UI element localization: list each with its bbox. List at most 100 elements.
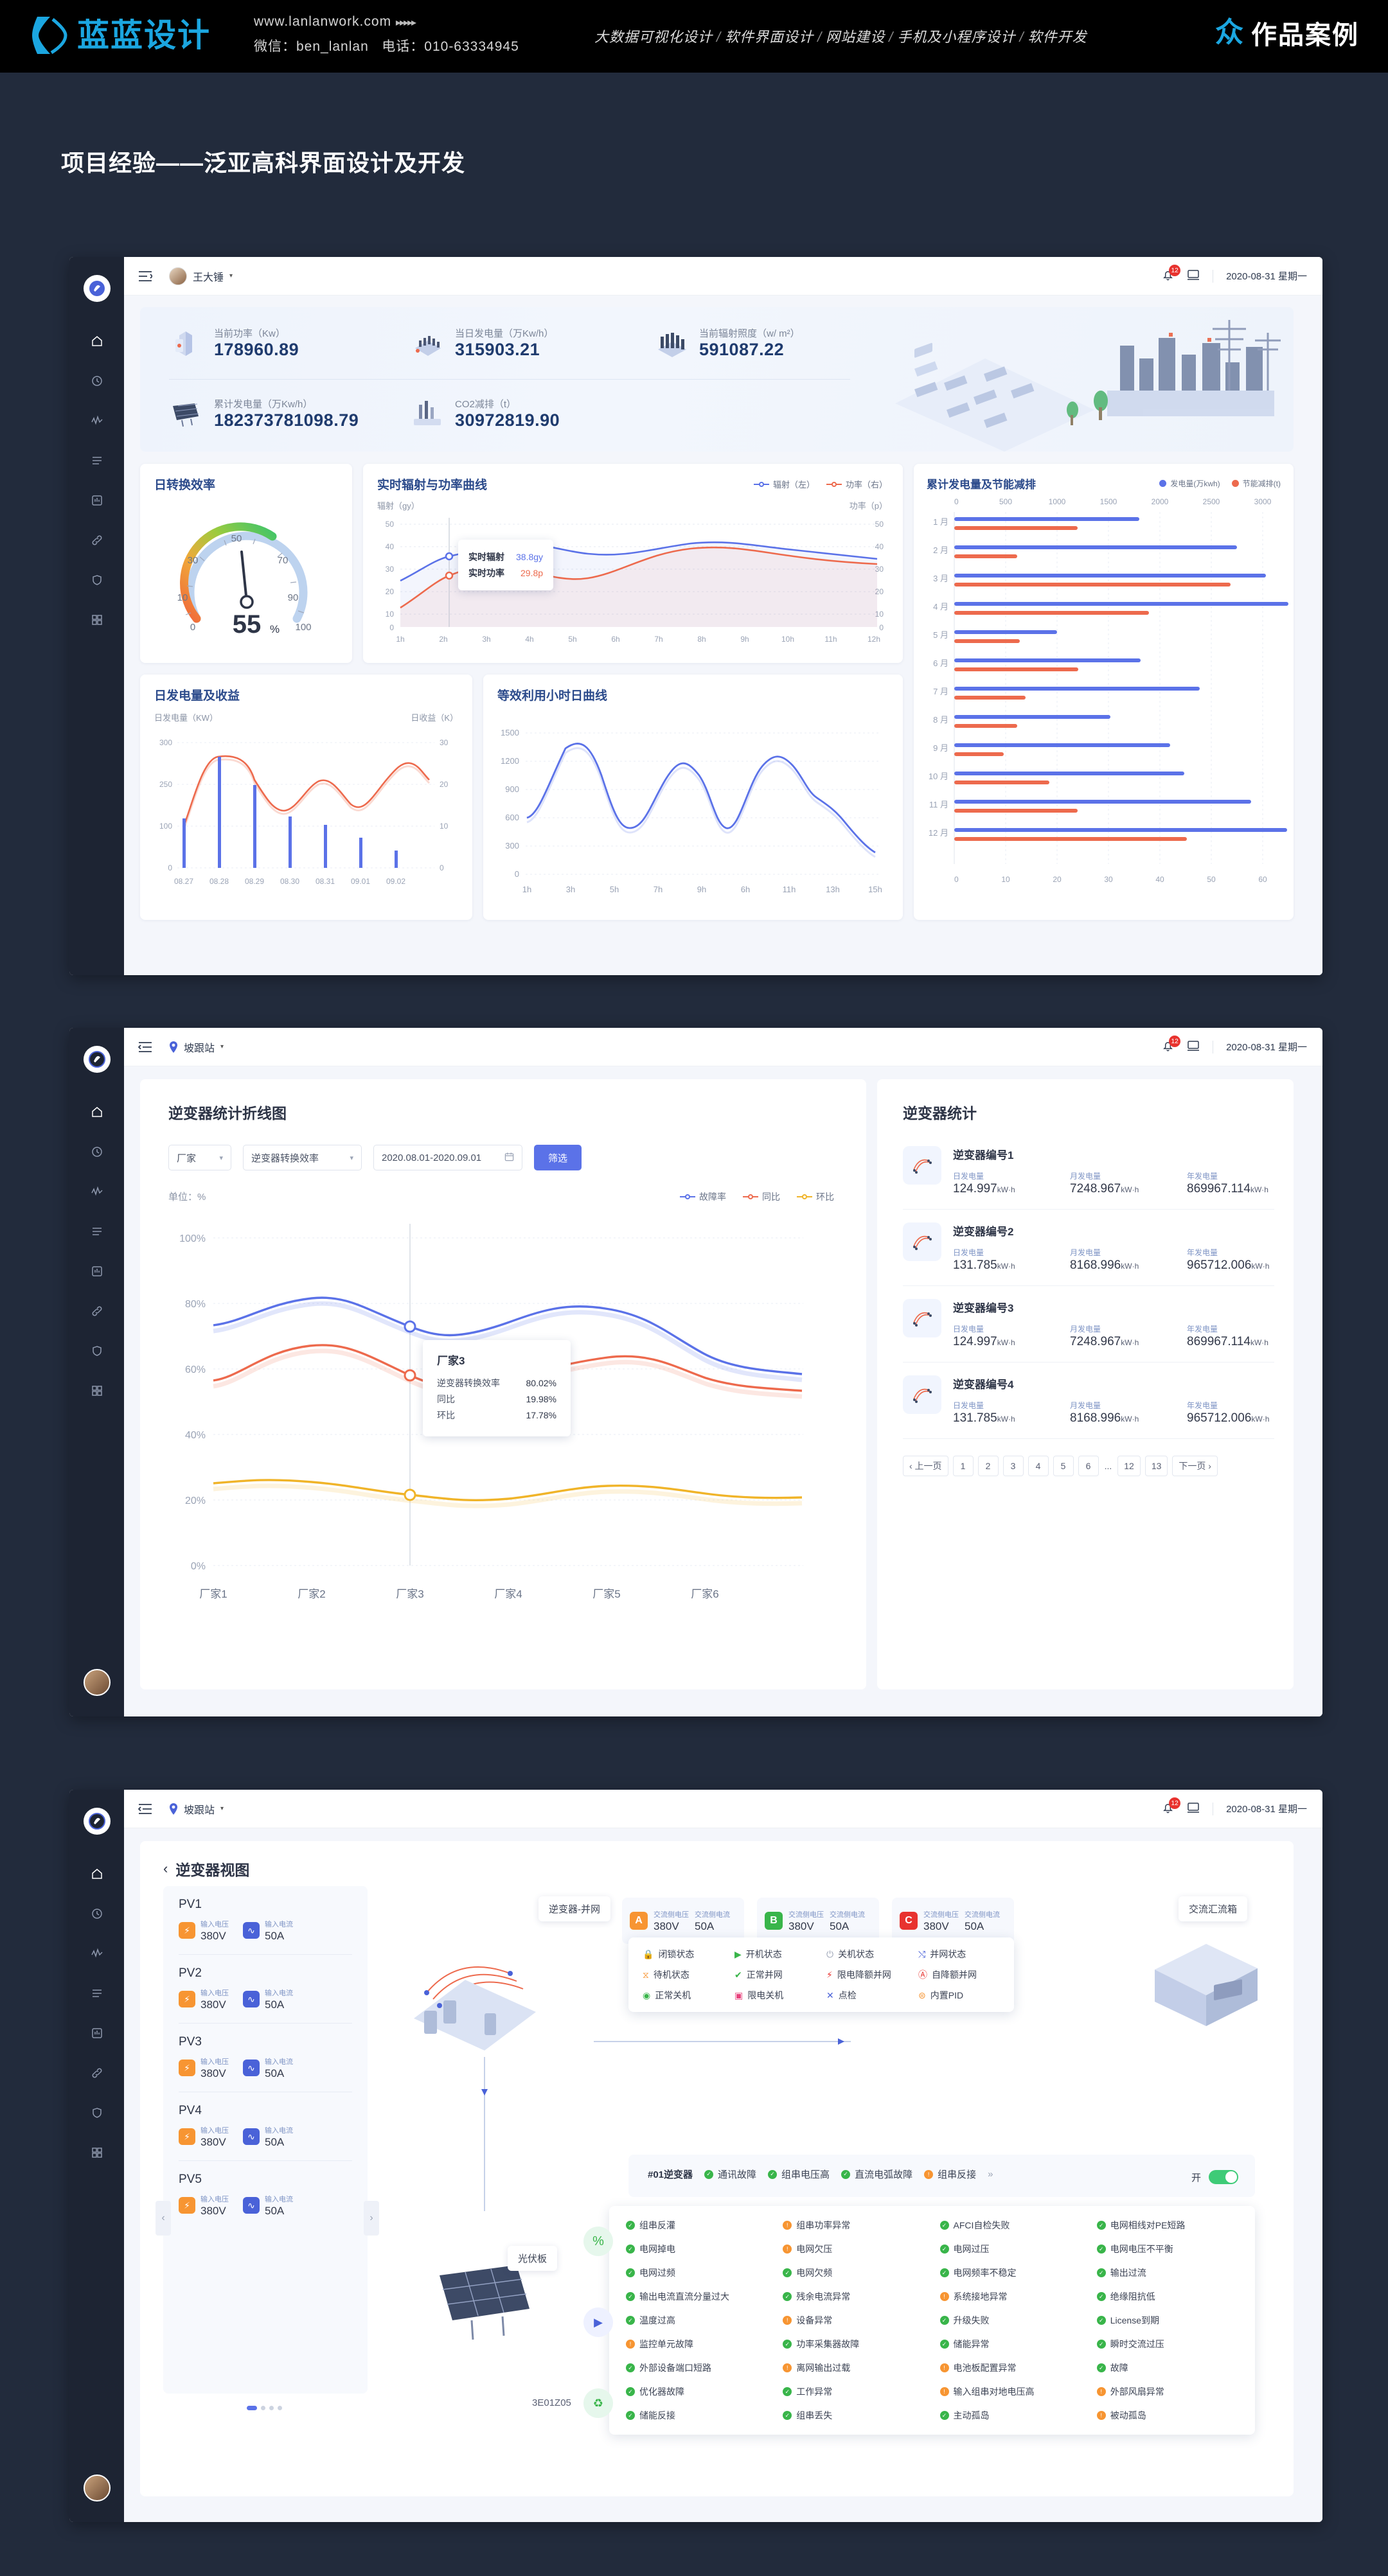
metric-select[interactable]: 逆变器转换效率 ▾ [243,1145,362,1170]
ac-voltage: 交流侧电压 380V [654,1911,689,1932]
list-item[interactable]: PV3 ⚡ 输入电压 380V ∿ 输入电流 50A [163,2024,368,2092]
list-item[interactable]: PV1 ⚡ 输入电压 380V ∿ 输入电流 50A [163,1886,368,1954]
radiation-power-line-chart: 50 40 30 20 10 0 50 40 30 20 10 0 1h 2h [386,518,884,644]
svg-text:8 月: 8 月 [933,715,948,725]
user-menu[interactable]: 王大锤 ▾ [169,267,233,285]
pagination-page-13[interactable]: 13 [1144,1456,1168,1476]
divider [179,2023,352,2024]
menu-collapse-icon[interactable] [138,1041,152,1053]
fault-chip[interactable]: ✓ 直流电弧故障 [841,2167,912,2181]
sidebar-item-apps[interactable] [69,1371,124,1411]
sidebar-item-security[interactable] [69,1331,124,1371]
sidebar-item-apps[interactable] [69,600,124,640]
factory-icon [410,397,446,430]
chevron-left-icon[interactable]: ‹ [163,1860,168,1876]
svg-text:1000: 1000 [1049,497,1066,506]
power-toggle[interactable] [1209,2170,1238,2184]
avatar[interactable] [84,1669,111,1696]
sidebar-item-security[interactable] [69,560,124,600]
power-switch-group[interactable]: 开 [1191,2170,1238,2184]
status-grid-connected: ⤭ 并网状态 [918,1948,966,1960]
fault-chip[interactable]: ✓ 通讯故障 [704,2167,756,2181]
sidebar-item-apps[interactable] [69,2133,124,2173]
notification-bell-icon[interactable]: 12 [1162,265,1181,282]
sidebar-item-security[interactable] [69,2093,124,2133]
sidebar-item-report[interactable] [69,481,124,520]
pagination-page-4[interactable]: 4 [1028,1456,1049,1476]
sidebar-item-monitor[interactable] [69,401,124,441]
legend-item-radiation[interactable]: 辐射（左） [753,478,815,490]
pagination-page-2[interactable]: 2 [977,1456,999,1476]
station-selector[interactable]: 坡跟站 ▾ [169,1039,224,1055]
sidebar-item-list[interactable] [69,441,124,481]
list-item[interactable]: 逆变器编号2 日发电量 131.785kW·h 月发电量 8168.996kW·h … [903,1210,1274,1286]
list-item[interactable]: PV5 ⚡ 输入电压 380V ∿ 输入电流 50A [163,2161,368,2229]
sidebar-item-home[interactable] [69,1854,124,1894]
more-icon[interactable]: » [988,2169,993,2180]
fault-item: ✓ 主动孤岛 [939,2409,1081,2422]
list-item[interactable]: 逆变器编号4 日发电量 131.785kW·h 月发电量 8168.996kW·h … [903,1363,1274,1439]
fault-chip[interactable]: ! 组串反接 [924,2167,976,2181]
svg-text:10h: 10h [781,635,794,644]
legend-item-emission[interactable]: 节能减排(t) [1231,478,1281,489]
legend-item-power[interactable]: 功率（右） [826,478,887,490]
sidebar-item-link[interactable] [69,520,124,560]
pagination-page-1[interactable]: 1 [952,1456,974,1476]
sidebar-item-monitor[interactable] [69,1172,124,1212]
sidebar-item-report[interactable] [69,1251,124,1291]
sidebar-item-link[interactable] [69,1291,124,1331]
list-item[interactable]: 逆变器编号3 日发电量 124.997kW·h 月发电量 7248.967kW·h … [903,1286,1274,1363]
pagination-page-5[interactable]: 5 [1053,1456,1074,1476]
svg-text:0: 0 [515,869,519,879]
notification-bell-icon[interactable]: 12 [1162,1797,1181,1815]
fault-item: ✓ 升级失败 [939,2314,1081,2327]
sidebar-item-list[interactable] [69,1212,124,1251]
filter-button[interactable]: 筛选 [534,1145,582,1170]
pagination-page-6[interactable]: 6 [1078,1456,1099,1476]
menu-collapse-icon[interactable] [138,1803,152,1815]
fullscreen-icon[interactable] [1187,1801,1200,1817]
lock-icon: 🔒 [643,1948,654,1959]
svg-text:2h: 2h [439,635,447,644]
sidebar-item-monitor[interactable] [69,1934,124,1973]
carousel-prev-button[interactable]: ‹ [156,2201,171,2236]
station-name: 坡跟站 [184,1804,215,1816]
pagination-page-12[interactable]: 12 [1117,1456,1141,1476]
sidebar-item-report[interactable] [69,2013,124,2053]
sidebar-item-home[interactable] [69,321,124,361]
svg-text:13h: 13h [826,885,840,894]
pagination-prev[interactable]: ‹ 上一页 [903,1456,948,1476]
pagination-page-3[interactable]: 3 [1002,1456,1024,1476]
legend-item-qoq[interactable]: 环比 [797,1190,834,1203]
station-selector[interactable]: 坡跟站 ▾ [169,1801,224,1817]
sidebar-item-list[interactable] [69,1973,124,2013]
list-item[interactable]: 逆变器编号1 日发电量 124.997kW·h 月发电量 7248.967kW·h … [903,1133,1274,1210]
fullscreen-icon[interactable] [1187,269,1200,284]
legend-item-generation[interactable]: 发电量(万kwh) [1159,478,1220,489]
legend-item-yoy[interactable]: 同比 [743,1190,780,1203]
factory-select[interactable]: 厂家 ▾ [168,1145,231,1170]
sidebar-item-history[interactable] [69,1894,124,1934]
sidebar-item-history[interactable] [69,361,124,401]
metric-label: 输入电压 [200,1921,229,1928]
legend-item-fault-rate[interactable]: 故障率 [680,1190,726,1203]
fault-chip[interactable]: ✓ 组串电压高 [768,2167,830,2181]
daterange-input[interactable]: 2020.08.01-2020.09.01 [373,1145,522,1170]
carousel-dots[interactable] [247,2406,282,2410]
fullscreen-icon[interactable] [1187,1039,1200,1055]
svg-text:3h: 3h [566,885,575,894]
avatar[interactable] [84,2475,111,2501]
card-daily-generation: 日发电量及收益 日发电量（KW） 日收益（K） 300 250 100 0 30 20 1… [140,675,472,920]
notification-bell-icon[interactable]: 12 [1162,1036,1181,1053]
sidebar-item-home[interactable] [69,1092,124,1132]
list-item[interactable]: PV2 ⚡ 输入电压 380V ∿ 输入电流 50A [163,1955,368,2023]
menu-collapse-icon[interactable] [138,270,152,282]
sidebar-item-history[interactable] [69,1132,124,1172]
carousel-next-button[interactable]: › [364,2201,379,2236]
bolt-icon: ⚡ [179,1991,195,2007]
list-item[interactable]: PV4 ⚡ 输入电压 380V ∿ 输入电流 50A [163,2092,368,2160]
metric-value: 869967.114 [1187,1182,1250,1195]
sidebar-item-link[interactable] [69,2053,124,2093]
pagination-next[interactable]: 下一页 › [1172,1456,1218,1476]
metric-label: 输入电流 [265,2127,293,2135]
